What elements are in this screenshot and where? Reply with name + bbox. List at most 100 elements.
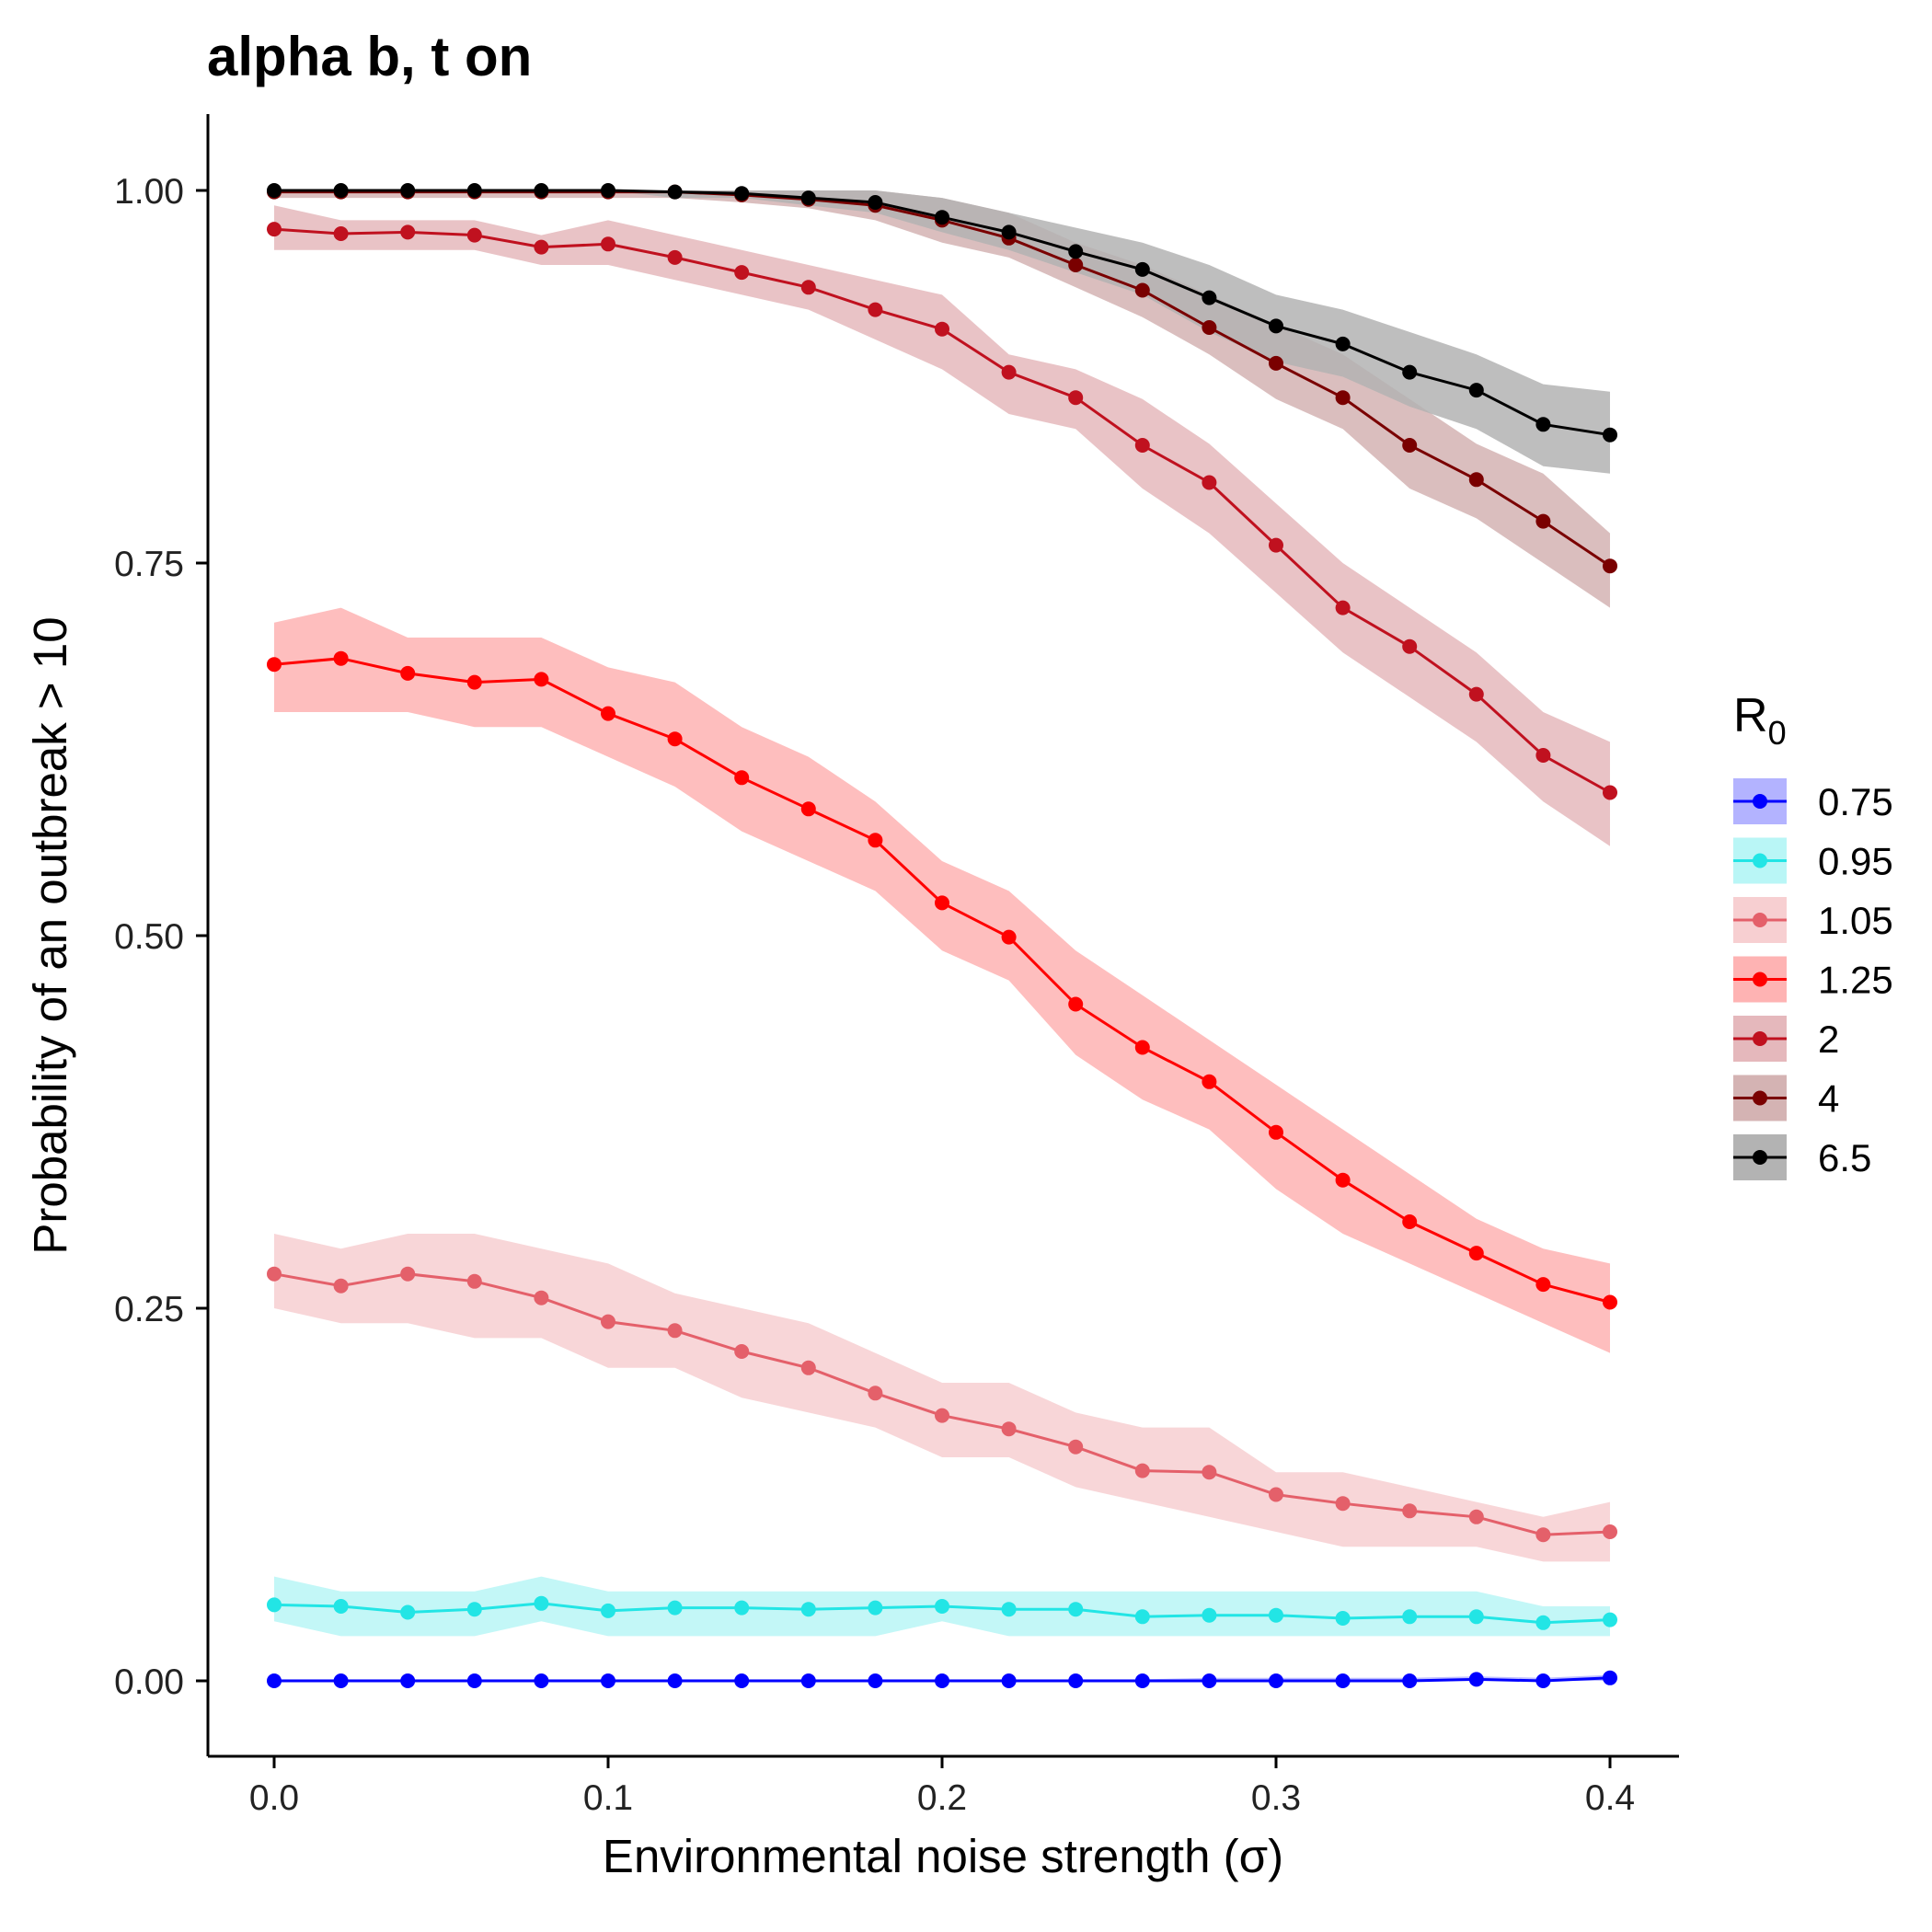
point-r0-6-5: [1202, 290, 1217, 305]
x-tick-label: 0.0: [249, 1778, 299, 1818]
point-r0-2: [1068, 390, 1084, 406]
point-r0-2: [1603, 785, 1617, 800]
point-r0-1-05: [1068, 1439, 1084, 1455]
point-r0-1-25: [935, 895, 949, 911]
point-r0-2: [267, 222, 282, 237]
point-r0-0-95: [667, 1600, 683, 1616]
point-r0-0-75: [1001, 1673, 1017, 1688]
legend-key-point: [1753, 1090, 1767, 1106]
point-r0-6-5: [1402, 364, 1418, 380]
legend-key-point: [1753, 794, 1767, 809]
point-r0-1-05: [1269, 1487, 1283, 1502]
point-r0-0-95: [466, 1602, 482, 1617]
point-r0-1-05: [1335, 1496, 1351, 1512]
point-r0-0-75: [935, 1673, 949, 1688]
legend-items: 0.75 0.95 1.05 1.25 2 4 6.5: [1733, 778, 1893, 1180]
point-r0-2: [868, 302, 883, 317]
point-r0-2: [601, 236, 615, 252]
legend-label: 0.75: [1818, 780, 1893, 823]
point-r0-2: [1269, 537, 1283, 553]
point-r0-1-25: [333, 650, 349, 666]
point-r0-1-25: [1603, 1294, 1617, 1310]
point-r0-0-95: [1068, 1602, 1084, 1617]
point-r0-0-75: [1402, 1673, 1418, 1688]
point-r0-6-5: [935, 210, 949, 225]
point-r0-0-75: [1269, 1673, 1283, 1688]
point-r0-6-5: [1603, 427, 1617, 443]
point-r0-1-05: [534, 1290, 549, 1305]
legend-label: 4: [1818, 1077, 1839, 1121]
point-r0-6-5: [1335, 336, 1351, 351]
point-r0-1-05: [400, 1266, 416, 1282]
point-r0-1-25: [400, 665, 416, 681]
point-r0-0-75: [333, 1673, 349, 1688]
point-r0-0-75: [734, 1673, 750, 1688]
point-r0-1-25: [1402, 1214, 1418, 1229]
point-r0-2: [1402, 638, 1418, 654]
point-r0-2: [734, 265, 750, 281]
point-r0-0-95: [1402, 1609, 1418, 1625]
point-r0-1-25: [1468, 1246, 1484, 1261]
legend-key-point: [1753, 1150, 1767, 1165]
point-r0-0-75: [400, 1673, 416, 1688]
point-r0-0-95: [1335, 1611, 1351, 1626]
band-r0-6-5: [274, 190, 1610, 474]
point-r0-0-95: [1202, 1607, 1217, 1623]
point-r0-1-25: [1335, 1172, 1351, 1188]
legend-label: 2: [1818, 1018, 1839, 1061]
point-r0-0-95: [1269, 1607, 1283, 1623]
point-r0-4: [1335, 390, 1351, 406]
point-r0-2: [466, 227, 482, 243]
legend-item-r0-2: 2: [1733, 1016, 1839, 1062]
point-r0-2: [667, 249, 683, 265]
point-r0-1-25: [1202, 1074, 1217, 1089]
point-r0-0-75: [601, 1673, 615, 1688]
legend-label: 0.95: [1818, 840, 1893, 883]
point-r0-1-05: [333, 1278, 349, 1294]
point-r0-1-25: [1134, 1040, 1150, 1055]
point-r0-1-05: [1402, 1503, 1418, 1519]
point-r0-6-5: [1068, 244, 1084, 259]
point-r0-0-75: [1202, 1673, 1217, 1688]
confidence-bands: [274, 190, 1610, 1681]
point-r0-6-5: [800, 190, 816, 206]
point-r0-1-25: [667, 731, 683, 747]
point-r0-0-95: [601, 1603, 615, 1618]
point-r0-0-75: [534, 1673, 549, 1688]
x-tick-label: 0.1: [583, 1778, 633, 1818]
point-r0-2: [333, 226, 349, 241]
point-r0-1-25: [1535, 1277, 1551, 1293]
point-r0-1-05: [800, 1360, 816, 1375]
legend-key-point: [1753, 913, 1767, 927]
x-tick-label: 0.4: [1585, 1778, 1635, 1818]
point-r0-6-5: [1269, 318, 1283, 334]
point-r0-0-75: [1468, 1672, 1484, 1687]
point-r0-1-05: [868, 1386, 883, 1401]
point-r0-1-05: [1134, 1463, 1150, 1478]
point-r0-0-75: [466, 1673, 482, 1688]
point-r0-1-05: [1535, 1527, 1551, 1543]
point-r0-1-25: [1269, 1124, 1283, 1140]
point-r0-1-25: [1068, 996, 1084, 1012]
point-r0-4: [1535, 513, 1551, 529]
legend-item-r0-1-05: 1.05: [1733, 897, 1893, 943]
point-r0-1-05: [734, 1344, 750, 1359]
point-r0-0-95: [400, 1604, 416, 1620]
point-r0-6-5: [534, 183, 549, 198]
x-tick-label: 0.2: [917, 1778, 967, 1818]
point-r0-6-5: [267, 183, 282, 198]
legend-item-r0-4: 4: [1733, 1075, 1839, 1121]
point-r0-6-5: [333, 183, 349, 198]
legend-title-main: R: [1733, 689, 1768, 742]
point-r0-1-25: [800, 801, 816, 817]
point-r0-4: [1068, 258, 1084, 272]
y-axis-title: Probability of an outbreak > 10: [24, 616, 76, 1254]
band-r0-1-25: [274, 607, 1610, 1353]
legend-label: 6.5: [1818, 1136, 1871, 1179]
point-r0-1-05: [667, 1323, 683, 1339]
point-r0-6-5: [1468, 383, 1484, 398]
point-r0-0-75: [267, 1673, 282, 1688]
legend: R0 0.75 0.95 1.05 1.25 2 4 6.5: [1733, 689, 1893, 1180]
legend-key-point: [1753, 1031, 1767, 1046]
point-r0-2: [400, 224, 416, 240]
